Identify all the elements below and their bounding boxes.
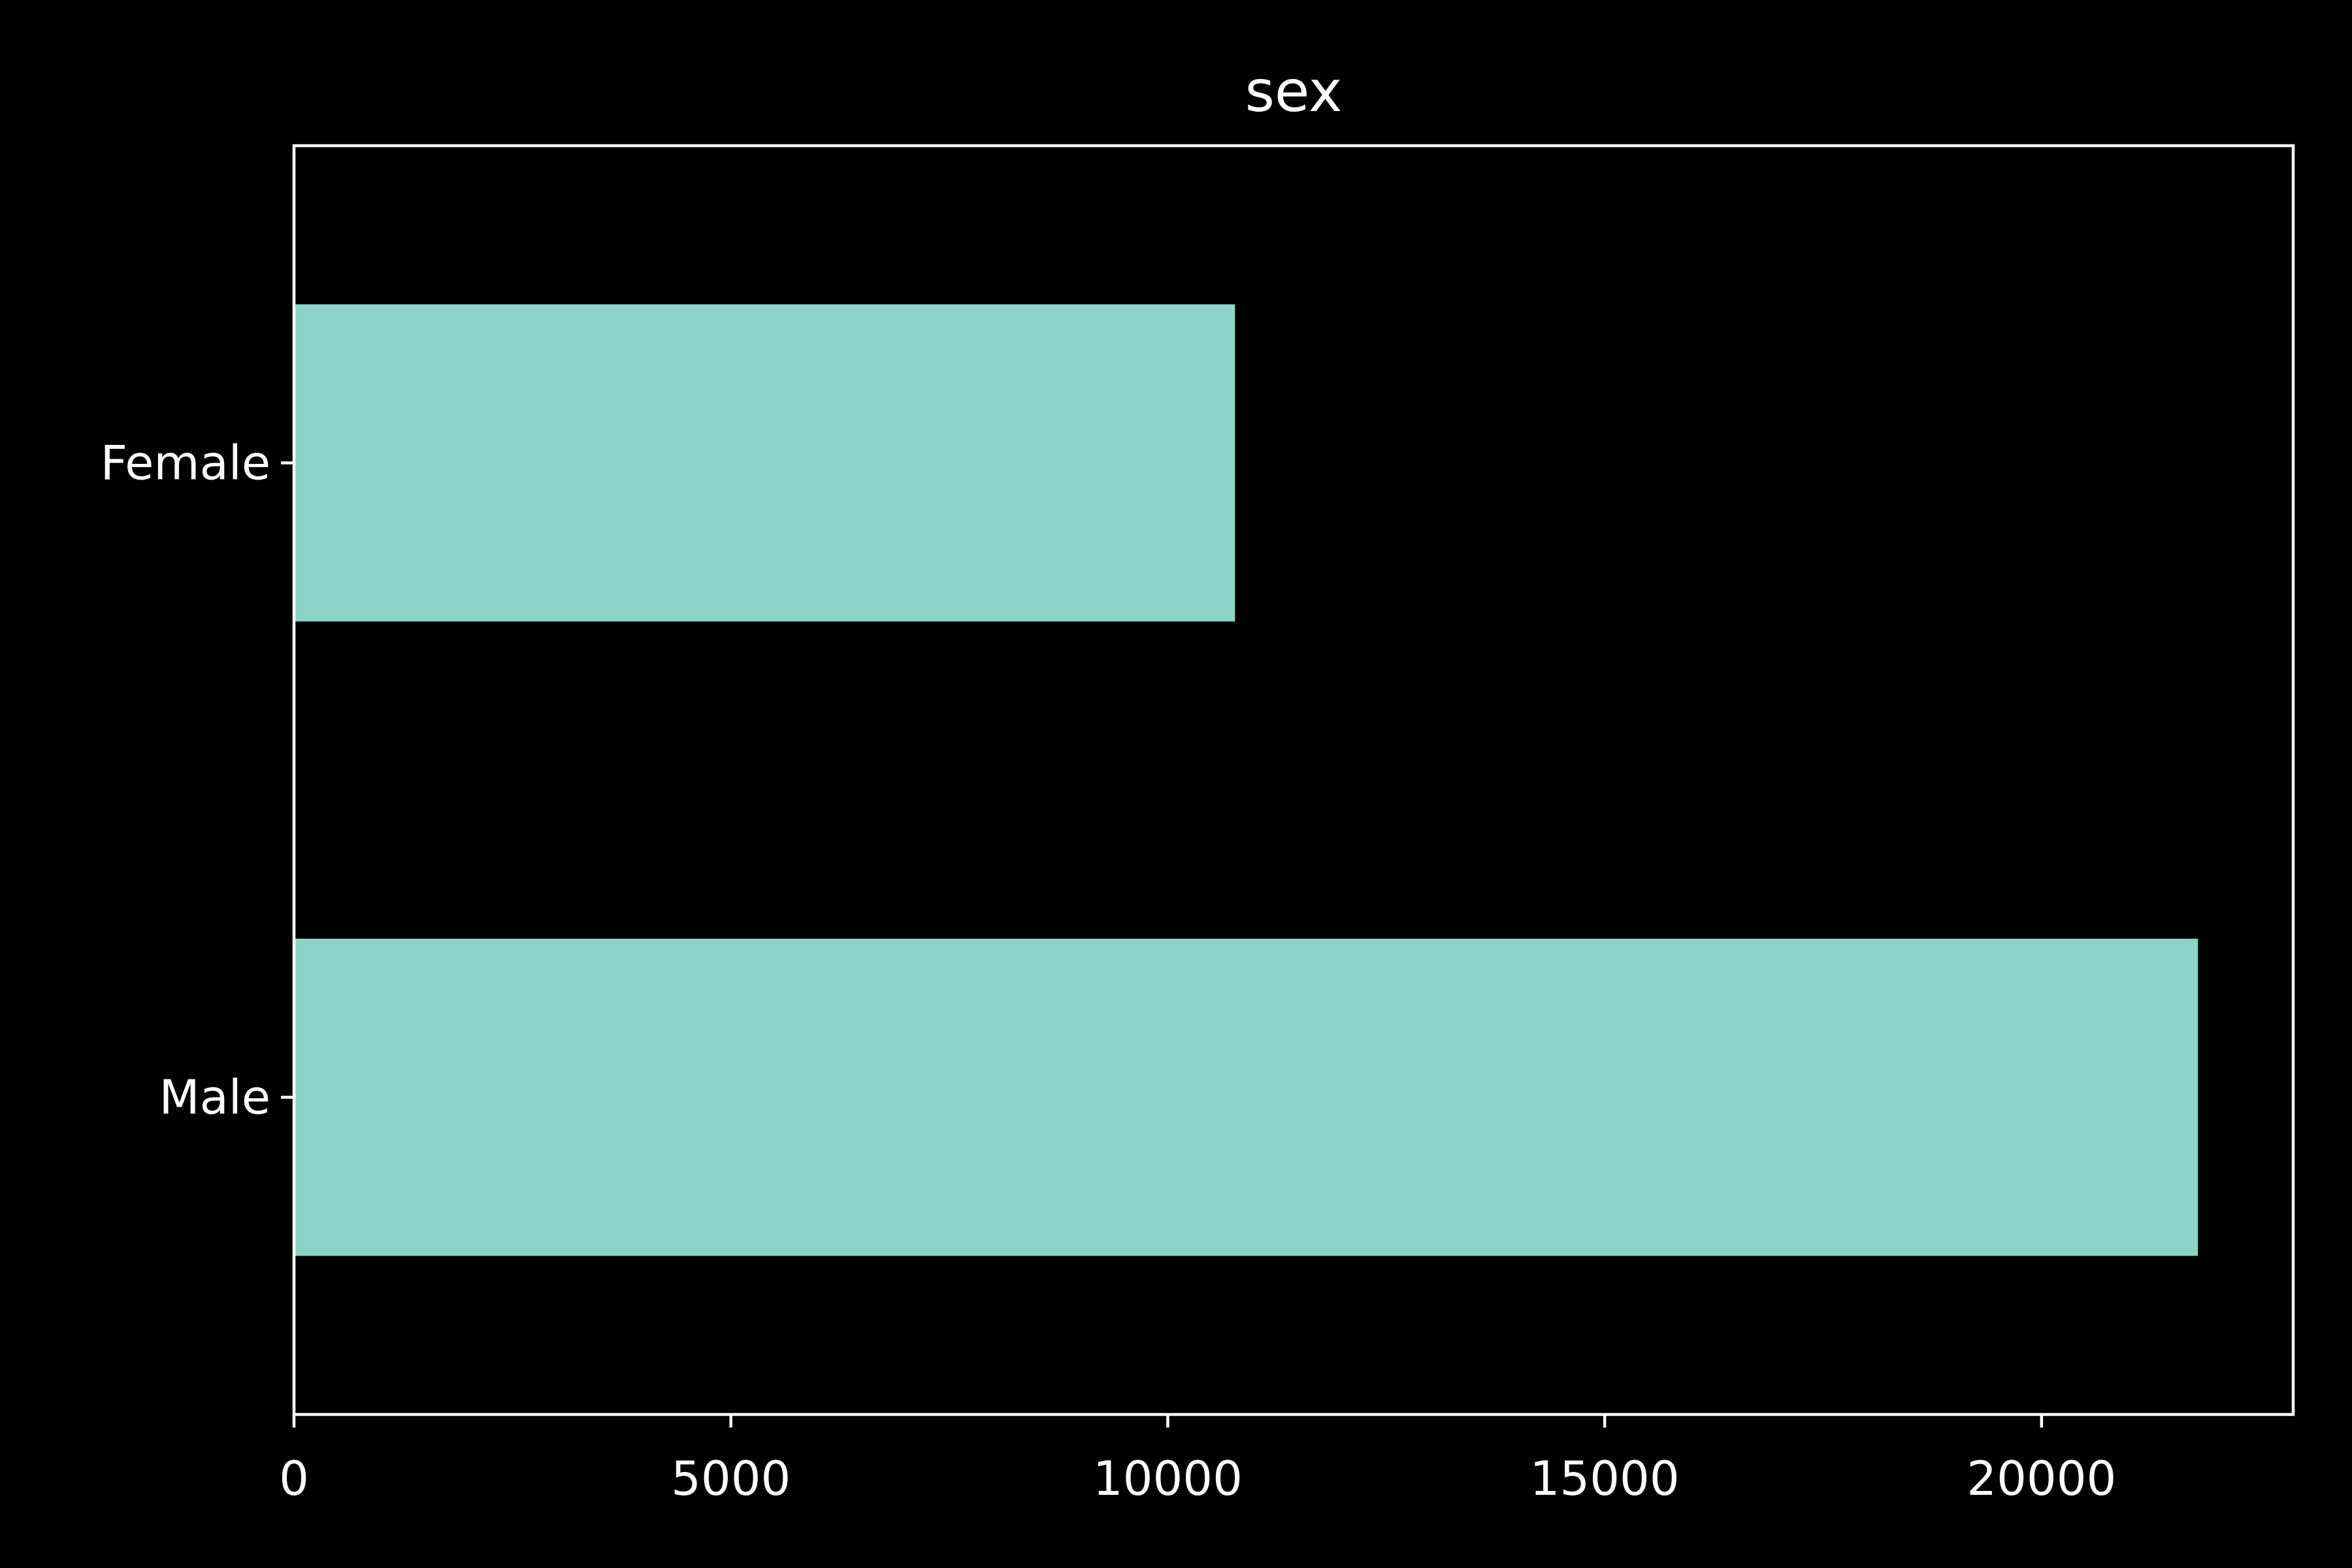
y-tick-label: Male bbox=[159, 1070, 270, 1125]
chart-title: sex bbox=[1245, 58, 1343, 125]
x-tick-label: 15000 bbox=[1530, 1451, 1680, 1506]
x-axis-ticks: 0 5000 10000 15000 20000 bbox=[279, 1414, 2116, 1506]
x-tick-label: 5000 bbox=[671, 1451, 791, 1506]
bars bbox=[294, 304, 2198, 1256]
bar-female bbox=[294, 304, 1235, 622]
x-tick-label: 0 bbox=[279, 1451, 309, 1506]
y-tick-label: Female bbox=[101, 436, 270, 491]
bar-male bbox=[294, 938, 2198, 1256]
plot-frame bbox=[292, 144, 2295, 1416]
x-tick-label: 10000 bbox=[1093, 1451, 1243, 1506]
axes bbox=[292, 144, 2295, 1416]
y-axis-ticks: Female Male bbox=[101, 436, 294, 1125]
x-tick-label: 20000 bbox=[1967, 1451, 2116, 1506]
